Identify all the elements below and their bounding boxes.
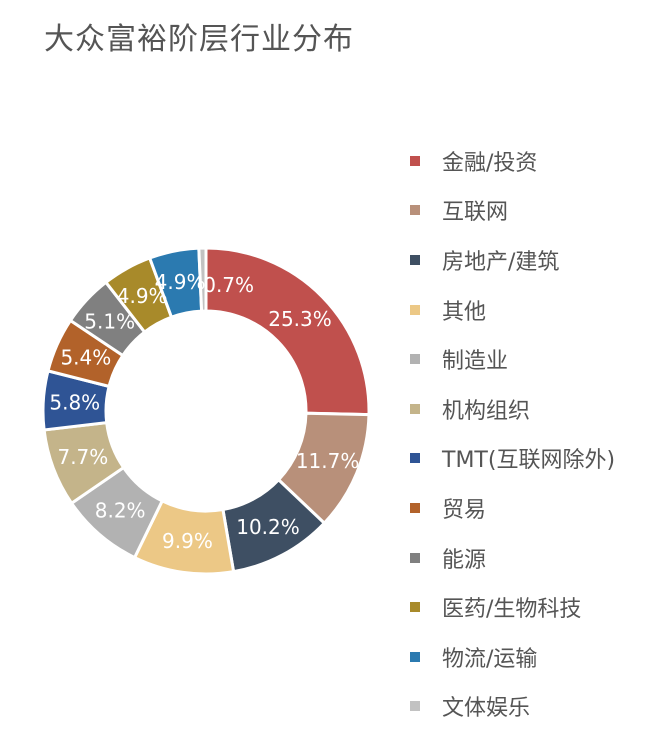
legend-swatch <box>410 155 420 166</box>
legend-swatch <box>410 651 420 662</box>
legend-item-3: 房地产/建筑 <box>410 235 650 285</box>
legend-swatch <box>410 354 420 365</box>
data-label-2: 11.7% <box>296 449 360 473</box>
data-label-12: 0.7% <box>203 273 254 297</box>
legend-item-10: 医药/生物科技 <box>410 582 650 632</box>
legend-swatch <box>410 304 420 315</box>
legend-item-7: TMT(互联网除外) <box>410 434 650 484</box>
data-label-3: 10.2% <box>236 515 300 539</box>
legend-label: 物流/运输 <box>442 646 538 672</box>
legend-swatch <box>410 453 420 464</box>
legend-label: 房地产/建筑 <box>442 249 560 275</box>
legend-label: 其他 <box>442 299 487 325</box>
data-label-5: 8.2% <box>95 499 146 523</box>
legend-label: TMT(互联网除外) <box>442 448 616 474</box>
data-label-8: 5.4% <box>60 346 111 370</box>
legend-swatch <box>410 502 420 513</box>
data-label-11: 4.9% <box>155 270 206 294</box>
legend-item-4: 其他 <box>410 285 650 335</box>
chart-title: 大众富裕阶层行业分布 <box>44 22 354 57</box>
legend-item-12: 文体娱乐 <box>410 682 650 731</box>
legend-label: 贸易 <box>442 497 487 523</box>
legend-label: 机构组织 <box>442 398 531 424</box>
legend-swatch <box>410 552 420 563</box>
data-label-6: 7.7% <box>57 445 108 469</box>
data-label-1: 25.3% <box>268 307 332 331</box>
legend-label: 互联网 <box>442 200 509 226</box>
legend-swatch <box>410 701 420 712</box>
legend-swatch <box>410 205 420 216</box>
legend-item-8: 贸易 <box>410 483 650 533</box>
legend-label: 制造业 <box>442 349 509 375</box>
legend-swatch <box>410 602 420 613</box>
legend-swatch <box>410 254 420 265</box>
legend-swatch <box>410 403 420 414</box>
legend-label: 医药/生物科技 <box>442 597 582 623</box>
legend-item-5: 制造业 <box>410 334 650 384</box>
legend-item-6: 机构组织 <box>410 384 650 434</box>
chart-legend: 金融/投资互联网房地产/建筑 其他制造业机构组织 TMT(互联网除外) 贸易能源医药/… <box>410 136 650 731</box>
pie-slice-1 <box>204 246 371 417</box>
data-label-9: 5.1% <box>84 309 135 333</box>
data-label-4: 9.9% <box>162 529 213 553</box>
legend-item-9: 能源 <box>410 533 650 583</box>
legend-label: 文体娱乐 <box>442 696 531 722</box>
data-label-10: 4.9% <box>117 284 168 308</box>
legend-item-1: 金融/投资 <box>410 136 650 186</box>
pie-slice-12 <box>197 246 208 313</box>
legend-label: 能源 <box>442 547 487 573</box>
legend-label: 金融/投资 <box>442 150 538 176</box>
legend-item-11: 物流/运输 <box>410 632 650 682</box>
legend-item-2: 互联网 <box>410 186 650 236</box>
data-label-7: 5.8% <box>49 390 100 414</box>
